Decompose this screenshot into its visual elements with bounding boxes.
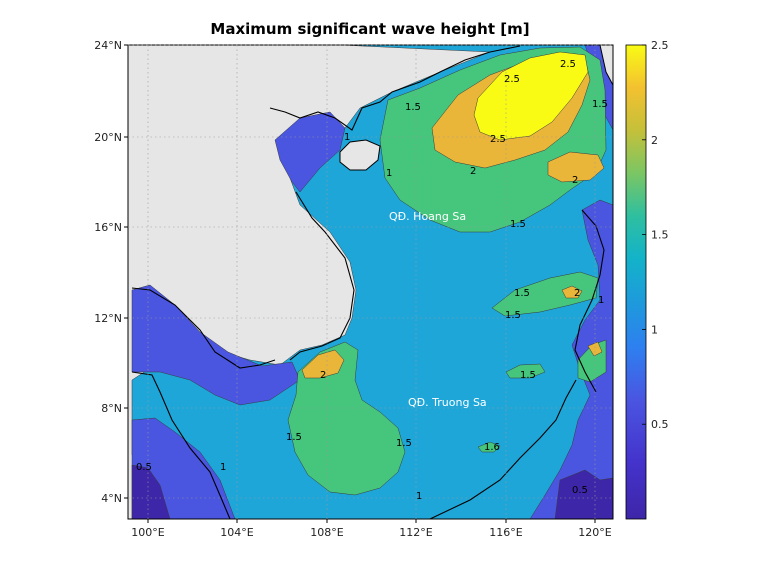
philippines-coast xyxy=(574,209,605,393)
borneo-coast xyxy=(429,379,577,519)
contour-label: 1 xyxy=(598,295,604,306)
contour-label: 1 xyxy=(386,168,392,179)
lon-tick-label: 108°E xyxy=(310,526,343,539)
longitude-ticks: 100°E 104°E 108°E 112°E 116°E 120°E xyxy=(131,519,612,539)
central-blob-2 xyxy=(561,285,583,299)
contour-label: 1 xyxy=(344,132,350,143)
southwest-deepest xyxy=(131,464,171,519)
tiny-blob-1-6 xyxy=(477,441,501,453)
lon-tick-label: 104°E xyxy=(220,526,253,539)
map-title: Maximum significant wave height [m] xyxy=(210,20,529,38)
vietnam-coast xyxy=(289,191,355,361)
central-blob-1-5 xyxy=(491,271,599,317)
contour-label: 0.5 xyxy=(136,462,152,473)
lat-tick-label: 4°N xyxy=(101,492,122,505)
contour-label: 2.5 xyxy=(560,59,576,70)
north-peak xyxy=(473,51,589,141)
lat-tick-label: 16°N xyxy=(94,221,122,234)
taiwan-island xyxy=(599,45,613,86)
contour-label: 2.5 xyxy=(504,74,520,85)
coastline xyxy=(269,45,521,131)
lat-tick-label: 24°N xyxy=(94,39,122,52)
contour-label: 2 xyxy=(574,288,580,299)
hainan-island xyxy=(339,139,381,171)
place-label-hoang-sa: QĐ. Hoang Sa xyxy=(389,210,466,223)
contour-label: 2.5 xyxy=(490,134,506,145)
lat-tick-label: 12°N xyxy=(94,312,122,325)
contour-label: 2 xyxy=(320,370,326,381)
lon-tick-label: 120°E xyxy=(578,526,611,539)
south-band-2 xyxy=(301,349,345,379)
colorbar-tick-label: 2.5 xyxy=(651,39,669,52)
east-blob-2 xyxy=(587,341,603,357)
contour-label: 1.5 xyxy=(286,432,302,443)
lon-tick-label: 112°E xyxy=(399,526,432,539)
place-label-truong-sa: QĐ. Truong Sa xyxy=(408,396,487,409)
colorbar-tick-label: 0.5 xyxy=(651,418,669,431)
contour-label: 1 xyxy=(416,491,422,502)
philippines-deepest xyxy=(554,469,613,519)
gulf-shallow xyxy=(274,111,346,193)
contour-label: 2 xyxy=(572,175,578,186)
contour-label: 1.5 xyxy=(505,310,521,321)
malay-coast xyxy=(131,371,231,519)
map-area xyxy=(128,45,613,519)
philippines-shallow xyxy=(529,199,613,519)
thailand-coast xyxy=(131,287,276,369)
lat-tick-label: 20°N xyxy=(94,131,122,144)
contour-label: 1.5 xyxy=(592,99,608,110)
contour-label: 1.5 xyxy=(396,438,412,449)
contour-label: 1.5 xyxy=(510,219,526,230)
small-blob-1-5 xyxy=(505,363,546,379)
colorbar-ticks: 2.5 2 1.5 1 0.5 xyxy=(642,39,669,431)
contour-label: 1.6 xyxy=(484,442,500,453)
contour-label: 0.5 xyxy=(572,485,588,496)
lon-tick-label: 116°E xyxy=(489,526,522,539)
map-frame xyxy=(127,44,614,520)
latitude-ticks: 24°N 20°N 16°N 12°N 8°N 4°N xyxy=(94,39,128,505)
colorbar xyxy=(625,44,647,520)
northeast-blob-2 xyxy=(547,151,605,183)
colorbar-tick-label: 1 xyxy=(651,323,658,336)
lat-tick-label: 8°N xyxy=(101,402,122,415)
contour-label: 1.5 xyxy=(405,102,421,113)
contour-labels: 2.5 2.5 2.5 2 2 2 2 1.5 1.5 1.5 1.5 1.5 … xyxy=(136,59,608,502)
colorbar-tick-label: 2 xyxy=(651,134,658,147)
colorbar-tick-label: 1.5 xyxy=(651,229,669,242)
contour-label: 1 xyxy=(220,462,226,473)
lon-tick-label: 100°E xyxy=(131,526,164,539)
contour-label: 2 xyxy=(470,166,476,177)
south-band-1-5 xyxy=(287,341,406,496)
contour-label: 1.5 xyxy=(520,370,536,381)
contour-label: 1.5 xyxy=(514,288,530,299)
